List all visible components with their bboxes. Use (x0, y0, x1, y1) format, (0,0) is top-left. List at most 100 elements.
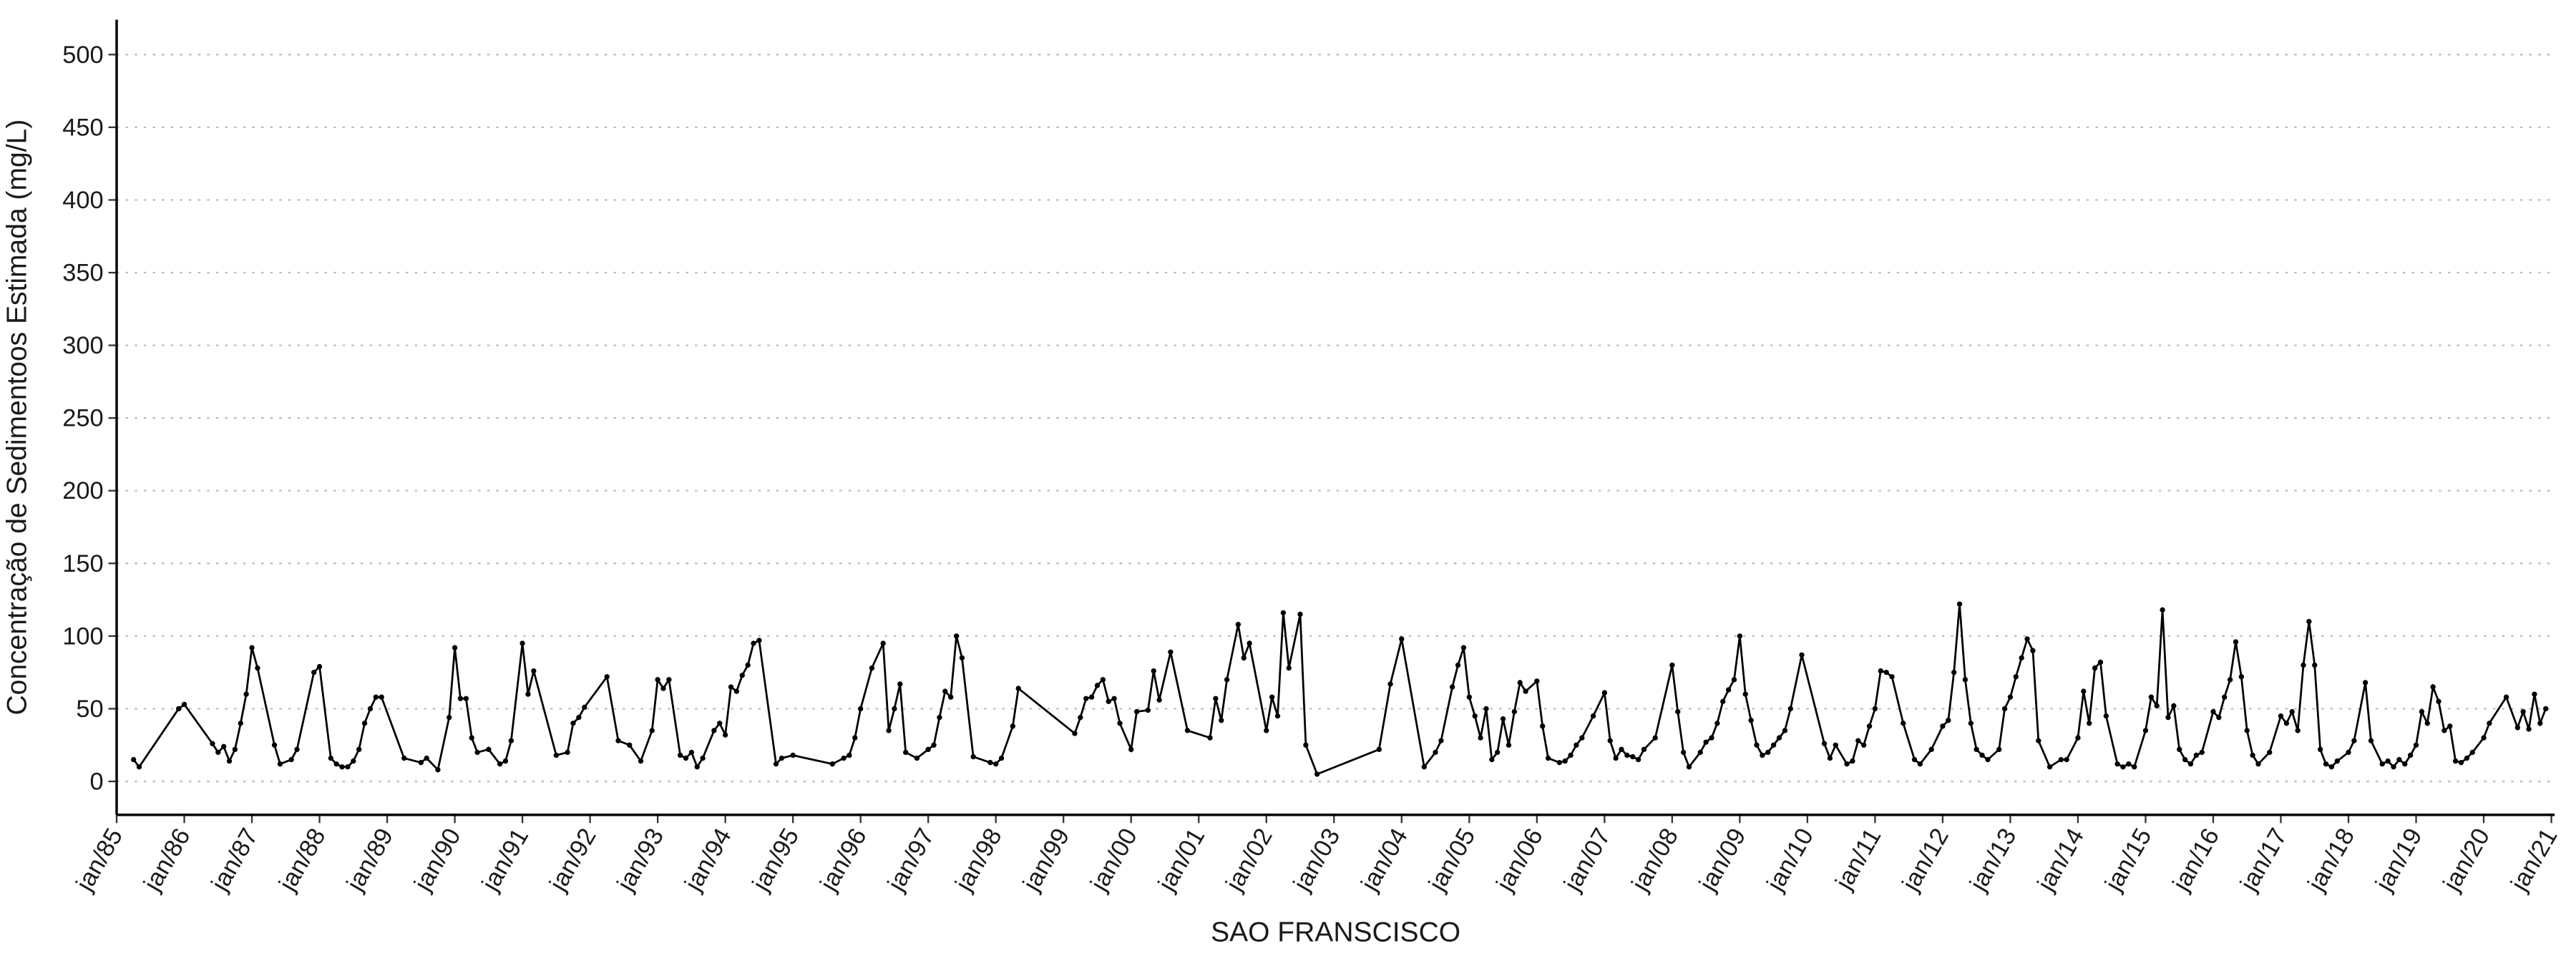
data-point (424, 755, 429, 761)
x-tick-label: jan/87 (206, 824, 263, 896)
data-point (1207, 735, 1213, 741)
data-point (2526, 726, 2532, 732)
x-tick-label: jan/21 (2505, 824, 2562, 896)
data-point (2154, 703, 2160, 709)
data-point (328, 755, 333, 761)
data-point (2126, 761, 2132, 767)
data-point (1219, 718, 1224, 723)
data-point (1015, 686, 1021, 691)
data-point (914, 755, 920, 761)
data-point (638, 758, 644, 764)
data-point (1799, 652, 1805, 658)
data-point (948, 694, 954, 700)
data-point (1489, 756, 1495, 763)
data-point (311, 670, 317, 675)
data-point (175, 706, 182, 712)
data-point (1213, 696, 1219, 701)
data-point (987, 759, 993, 766)
data-point (1968, 721, 1974, 726)
data-point (570, 721, 576, 726)
data-point (858, 706, 864, 712)
data-point (2019, 655, 2024, 661)
data-point (1450, 684, 1455, 690)
data-point (2064, 756, 2069, 763)
data-point (1399, 636, 1405, 642)
data-point (1878, 668, 1883, 674)
data-point (2362, 680, 2368, 686)
x-tick-label: jan/95 (747, 824, 804, 896)
data-point (1303, 742, 1309, 748)
data-point (2391, 764, 2396, 770)
data-point (2075, 735, 2081, 741)
x-tick-label: jan/98 (950, 824, 1008, 896)
data-point (474, 749, 480, 756)
data-point (1460, 645, 1467, 650)
data-point (2092, 665, 2098, 671)
x-tick-label: jan/01 (1153, 824, 1210, 896)
x-tick-label: jan/94 (679, 824, 736, 896)
data-point (790, 752, 796, 758)
data-point (1974, 746, 1979, 753)
data-point (1184, 728, 1191, 733)
data-point (1010, 723, 1016, 729)
data-point (1478, 735, 1483, 741)
data-point (2255, 761, 2261, 767)
data-point (531, 668, 537, 674)
data-point (1264, 728, 1269, 733)
data-point (2013, 674, 2019, 680)
data-point (2007, 694, 2014, 700)
data-point (1106, 698, 1111, 704)
data-point (2216, 714, 2222, 721)
data-point (1855, 738, 1861, 743)
data-point (249, 645, 255, 650)
y-tick-label: 100 (62, 623, 103, 650)
y-tick-label: 150 (62, 550, 103, 577)
data-point (2464, 755, 2470, 761)
data-point (553, 752, 560, 758)
data-point (1630, 753, 1636, 760)
x-tick-label: jan/18 (2303, 824, 2360, 896)
data-point (1495, 749, 1501, 756)
data-point (2114, 761, 2120, 767)
data-point (615, 738, 621, 743)
data-point (2289, 708, 2295, 715)
x-tick-label: jan/04 (1356, 824, 1413, 896)
data-point (2244, 728, 2250, 733)
data-point (700, 755, 706, 761)
x-tick-label: jan/99 (1018, 824, 1075, 896)
data-point (925, 746, 931, 753)
data-point (373, 694, 379, 700)
data-point (745, 662, 751, 668)
data-point (2436, 698, 2441, 704)
data-point (1760, 752, 1765, 758)
data-point (457, 696, 464, 701)
data-point (1506, 742, 1512, 748)
data-point (1574, 742, 1579, 748)
data-point (2142, 728, 2149, 733)
data-point (2182, 756, 2188, 763)
data-point (226, 758, 233, 764)
data-point (1568, 752, 1574, 758)
data-point (1889, 674, 1895, 680)
y-tick-label: 500 (62, 42, 103, 69)
data-point (1241, 655, 1246, 661)
x-tick-label: jan/06 (1491, 824, 1548, 896)
data-point (2532, 691, 2537, 697)
data-point (181, 701, 187, 708)
y-axis-title: Concentração de Sedimentoos Estimada (mg… (2, 119, 33, 716)
data-point (1286, 665, 1292, 671)
x-tick-label: jan/19 (2370, 824, 2427, 896)
data-point (582, 704, 587, 711)
data-point (1156, 697, 1162, 703)
data-point (469, 735, 474, 741)
data-point (1860, 742, 1867, 748)
data-point (1776, 735, 1782, 741)
data-point (2132, 764, 2137, 770)
data-point (1613, 755, 1619, 761)
data-point (2520, 708, 2526, 715)
data-point (1866, 723, 1873, 729)
data-point (339, 764, 345, 770)
data-point (1387, 681, 1393, 687)
data-point (1624, 752, 1630, 758)
data-point (1145, 707, 1151, 713)
